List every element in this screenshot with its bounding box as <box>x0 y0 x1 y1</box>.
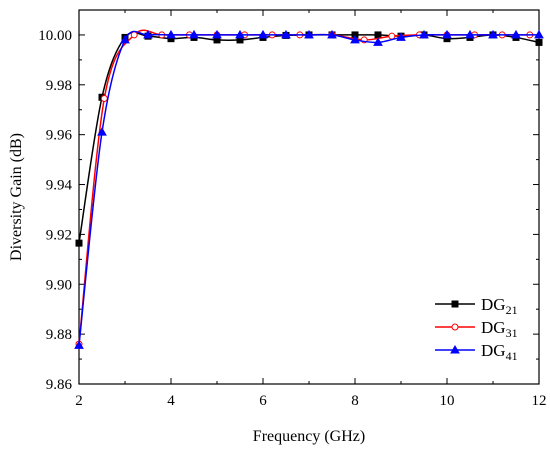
data-point <box>488 29 498 39</box>
x-tick-label: 8 <box>351 393 359 409</box>
series-line <box>78 29 530 345</box>
data-point <box>534 29 544 39</box>
legend-label: DG41 <box>481 341 518 363</box>
x-tick-label: 4 <box>167 393 175 409</box>
x-tick-label: 6 <box>259 393 267 409</box>
data-point <box>535 38 543 46</box>
data-point <box>281 29 291 39</box>
data-point <box>235 29 245 39</box>
legend-label: DG31 <box>481 318 518 340</box>
legend-marker <box>451 300 459 308</box>
y-tick-label: 9.92 <box>46 227 72 243</box>
y-tick-label: 9.96 <box>46 128 73 144</box>
data-point <box>511 29 521 39</box>
data-point <box>258 29 268 39</box>
x-axis-title: Frequency (GHz) <box>253 428 365 445</box>
series-41 <box>74 29 544 349</box>
y-tick-label: 10.00 <box>38 28 72 44</box>
legend-label-base: DG <box>481 318 506 337</box>
legend-item: DG21 <box>435 295 518 317</box>
legend-item: DG41 <box>435 341 518 363</box>
data-point <box>130 31 138 39</box>
series-31 <box>75 29 534 348</box>
plot-area-frame <box>78 9 540 385</box>
data-point <box>120 34 130 44</box>
legend-label-subscript: 31 <box>506 326 518 340</box>
y-tick-label: 9.98 <box>46 78 72 94</box>
series-line <box>78 31 540 244</box>
data-point <box>100 95 108 103</box>
data-point <box>189 29 199 39</box>
y-tick-label: 9.86 <box>46 377 73 393</box>
data-point <box>75 239 83 247</box>
data-point <box>396 32 406 41</box>
data-point <box>74 340 84 349</box>
data-point <box>465 29 475 39</box>
y-tick-label: 9.90 <box>46 277 72 293</box>
data-point <box>304 29 314 39</box>
series-layer <box>74 29 544 349</box>
axis-ticks <box>78 10 540 385</box>
x-tick-label: 2 <box>75 393 83 409</box>
data-point <box>327 29 337 39</box>
y-tick-label: 9.88 <box>46 327 72 343</box>
data-point <box>419 29 429 39</box>
data-point <box>442 29 452 39</box>
x-tick-label: 12 <box>532 393 547 409</box>
data-point <box>374 31 382 39</box>
data-point <box>97 127 107 136</box>
legend-marker <box>450 344 460 354</box>
legend-label-subscript: 21 <box>506 303 518 317</box>
y-axis-title: Diversity Gain (dB) <box>8 133 25 261</box>
y-tick-label: 9.94 <box>46 178 73 194</box>
legend-label: DG21 <box>481 295 518 317</box>
x-tick-label: 10 <box>440 393 455 409</box>
data-point <box>350 34 360 44</box>
legend-label-base: DG <box>481 295 506 314</box>
series-line <box>78 30 539 346</box>
legend-label-base: DG <box>481 341 506 360</box>
legend-label-subscript: 41 <box>506 349 518 363</box>
data-point <box>373 37 383 46</box>
legend-item: DG31 <box>435 318 518 340</box>
legend-marker <box>451 323 459 331</box>
data-point <box>212 29 222 39</box>
data-point <box>166 29 176 39</box>
data-point <box>143 29 153 39</box>
axis-tick-labels: 2 4 6 8 10 12 9.86 9.88 9.90 9.92 9.94 9.96 9.98 10.0… <box>38 28 546 409</box>
series-21 <box>75 31 543 247</box>
